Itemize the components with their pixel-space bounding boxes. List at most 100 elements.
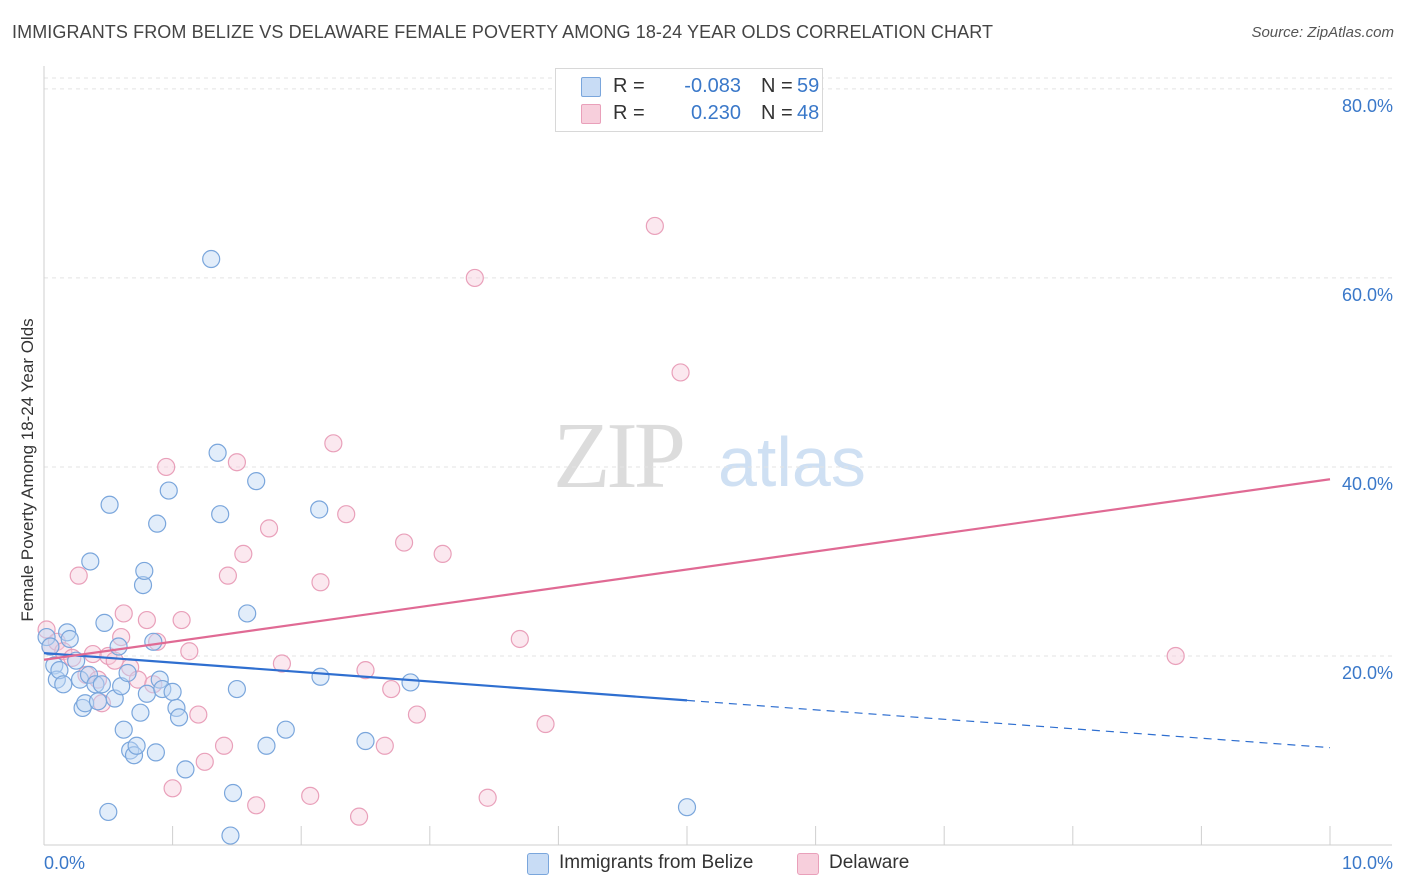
belize-point <box>37 627 56 647</box>
delaware-point <box>407 705 427 724</box>
belize-point <box>677 798 697 817</box>
legend-r-label: R = <box>613 75 645 97</box>
y-tick-label: 60.0% <box>1342 285 1393 305</box>
delaware-point <box>227 453 246 472</box>
watermark-zip: ZIP <box>553 404 686 508</box>
belize-point <box>135 561 154 581</box>
belize-point <box>100 495 119 514</box>
belize-point <box>92 675 111 694</box>
belize-point <box>114 720 133 739</box>
belize-point <box>356 731 375 751</box>
bottom-legend-swatch-blue <box>527 853 549 875</box>
delaware-point <box>259 519 279 538</box>
belize-point <box>79 665 99 684</box>
delaware-point <box>180 642 199 661</box>
delaware-point <box>69 566 88 585</box>
delaware-point <box>375 736 394 755</box>
delaware-point <box>356 661 375 680</box>
delaware-point <box>337 505 356 524</box>
legend-n-label: N = <box>761 102 793 124</box>
delaware-point <box>311 573 330 592</box>
belize-point <box>211 505 230 524</box>
belize-point <box>88 692 108 711</box>
y-tick-label: 80.0% <box>1342 96 1393 116</box>
belize-point <box>176 760 195 779</box>
legend-n-value: 48 <box>797 102 820 124</box>
legend-swatch-pink <box>581 104 601 124</box>
belize-point <box>401 673 420 692</box>
legend-r-value: -0.083 <box>684 75 741 97</box>
belize-point <box>109 637 128 656</box>
delaware-trend-line <box>43 478 1331 661</box>
delaware-point <box>214 736 234 755</box>
delaware-point <box>157 457 176 477</box>
belize-point <box>148 514 167 533</box>
delaware-point <box>37 620 56 639</box>
belize-point <box>221 826 240 845</box>
bottom-legend-swatch-pink <box>797 853 819 875</box>
delaware-point <box>301 786 320 805</box>
belize-point <box>159 481 178 500</box>
belize-point <box>133 575 153 595</box>
delaware-point <box>349 807 369 826</box>
delaware-point <box>105 651 124 670</box>
watermark-atlas: atlas <box>718 423 866 501</box>
belize-point <box>276 720 295 739</box>
legend-n-label: N = <box>761 75 793 97</box>
belize-point <box>118 663 137 683</box>
delaware-point <box>382 679 401 699</box>
belize-trend-extension <box>686 699 1331 749</box>
belize-point <box>81 552 100 571</box>
legend-swatch-blue <box>581 77 601 97</box>
delaware-point <box>189 705 208 724</box>
belize-point <box>50 661 69 680</box>
delaware-point <box>172 610 191 630</box>
belize-point <box>144 632 163 651</box>
legend-n-value: 59 <box>797 75 820 97</box>
delaware-point <box>433 544 452 564</box>
belize-point <box>247 472 266 491</box>
belize-point <box>223 783 243 803</box>
belize-point <box>257 736 276 755</box>
belize-point <box>73 698 92 718</box>
delaware-point <box>645 216 664 236</box>
delaware-point <box>536 714 555 734</box>
belize-point <box>127 736 146 755</box>
delaware-point <box>671 363 690 382</box>
x-tick-label: 0.0% <box>44 853 85 873</box>
x-tick-label: 10.0% <box>1342 853 1393 873</box>
belize-point <box>227 679 246 699</box>
belize-point <box>131 703 150 722</box>
belize-point <box>60 629 79 649</box>
legend-r-label: R = <box>613 102 645 124</box>
delaware-point <box>394 533 414 552</box>
belize-point <box>208 443 227 462</box>
delaware-point <box>510 629 529 649</box>
belize-point <box>202 249 221 269</box>
belize-point <box>146 743 165 762</box>
delaware-point <box>137 610 156 630</box>
delaware-point <box>234 544 253 564</box>
belize-point <box>137 684 156 703</box>
belize-point <box>310 500 329 519</box>
delaware-point <box>218 566 237 585</box>
belize-point <box>95 613 114 632</box>
delaware-point <box>163 779 182 798</box>
y-tick-label: 20.0% <box>1342 663 1393 683</box>
delaware-point <box>1166 646 1185 666</box>
chart-title: IMMIGRANTS FROM BELIZE VS DELAWARE FEMAL… <box>12 22 994 42</box>
source-label: Source: ZipAtlas.com <box>1251 24 1394 41</box>
delaware-point <box>247 796 266 815</box>
delaware-point <box>114 604 133 623</box>
legend-r-value: 0.230 <box>690 102 741 124</box>
belize-point <box>169 708 189 727</box>
delaware-point <box>465 268 484 288</box>
belize-point <box>163 682 182 701</box>
belize-trend-line <box>43 652 688 702</box>
belize-point <box>238 604 257 623</box>
delaware-point <box>272 654 292 673</box>
delaware-point <box>195 752 214 771</box>
belize-point <box>311 667 330 686</box>
bottom-legend-label: Delaware <box>829 852 910 873</box>
